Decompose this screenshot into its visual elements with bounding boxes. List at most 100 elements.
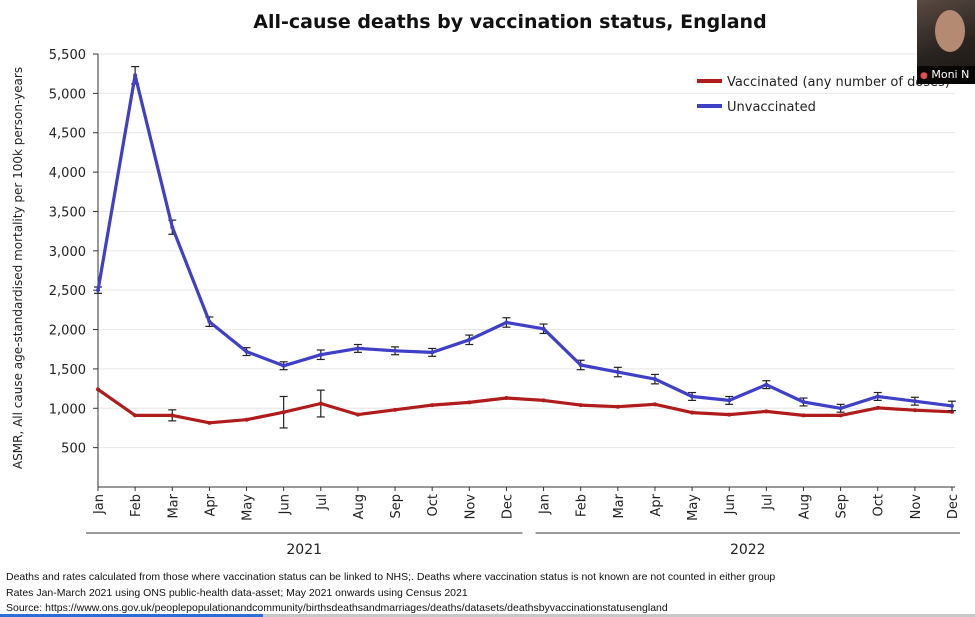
series-layer — [94, 65, 956, 429]
y-axis-ticks: 500 1,000 1,500 2,000 2,500 3,000 3,500 4,000 4,… — [49, 48, 98, 457]
footnote-line-2: Rates Jan-March 2021 using ONS public-he… — [6, 587, 468, 599]
data-point — [875, 405, 880, 410]
x-tick-label: Nov — [909, 494, 924, 520]
data-point — [467, 337, 472, 342]
y-tick-label: 3,500 — [49, 205, 86, 220]
data-point — [281, 410, 286, 415]
data-point — [244, 349, 249, 354]
x-tick-label: Dec — [946, 494, 961, 519]
data-point — [764, 382, 769, 387]
data-point — [578, 403, 583, 408]
data-point — [541, 326, 546, 331]
x-tick-label: May — [241, 494, 256, 521]
data-point — [393, 348, 398, 353]
data-point — [207, 319, 212, 324]
participant-caption: ● Moni N — [917, 66, 975, 84]
data-point — [430, 403, 435, 408]
data-point — [652, 402, 657, 407]
data-point — [170, 413, 175, 418]
y-tick-label: 5,000 — [49, 87, 86, 102]
axes — [97, 54, 955, 488]
x-tick-label: Apr — [649, 493, 664, 516]
data-point — [244, 417, 249, 422]
participant-name: Moni N — [931, 68, 970, 81]
data-point — [96, 288, 100, 293]
data-point — [912, 399, 917, 404]
mic-muted-icon: ● — [920, 71, 928, 81]
data-point — [504, 320, 509, 325]
data-point — [393, 407, 398, 412]
x-tick-label: Jul — [760, 494, 775, 511]
series-line — [96, 73, 953, 410]
data-point — [950, 403, 954, 408]
data-point — [355, 412, 360, 417]
data-point — [541, 398, 546, 403]
participant-video — [935, 10, 965, 52]
video-seek-bar[interactable] — [0, 614, 975, 617]
data-point — [318, 401, 323, 406]
data-point — [838, 406, 843, 411]
data-point — [578, 362, 583, 367]
y-tick-label: 1,500 — [49, 363, 86, 378]
data-point — [875, 394, 880, 399]
x-tick-label: Feb — [129, 494, 144, 517]
data-point — [801, 413, 806, 418]
data-point — [467, 400, 472, 405]
data-point — [764, 409, 769, 414]
x-tick-label: Mar — [612, 493, 627, 518]
footnote-line-1: Deaths and rates calculated from those w… — [6, 571, 776, 583]
y-tick-label: 3,000 — [49, 245, 86, 260]
year-label: 2022 — [730, 542, 766, 558]
data-point — [912, 408, 917, 413]
data-point — [504, 396, 509, 401]
x-tick-label: Mar — [166, 493, 181, 518]
x-tick-label: May — [686, 494, 701, 521]
data-point — [133, 413, 138, 418]
legend-label-vaccinated: Vaccinated (any number of doses) — [727, 75, 950, 90]
data-point — [207, 420, 212, 425]
y-tick-label: 500 — [61, 442, 86, 457]
x-tick-label: Jan — [92, 494, 107, 515]
data-point — [281, 363, 286, 368]
footnote-source: Source: https://www.ons.gov.uk/peoplepop… — [6, 602, 668, 614]
x-tick-label: Nov — [463, 494, 478, 520]
data-point — [615, 404, 620, 409]
x-tick-label: Dec — [500, 494, 515, 519]
data-point — [801, 399, 806, 404]
y-axis-label: ASMR, All cause age-standardised mortali… — [11, 67, 25, 469]
year-label: 2021 — [286, 542, 322, 558]
legend: Vaccinated (any number of doses) Unvacci… — [697, 75, 950, 115]
video-progress — [0, 614, 264, 617]
webcam-overlay: ● Moni N — [917, 0, 975, 84]
data-point — [838, 413, 843, 418]
x-tick-label: Jul — [315, 494, 330, 511]
gridlines — [98, 53, 955, 449]
x-tick-label: Oct — [426, 494, 441, 516]
y-tick-label: 1,000 — [49, 402, 86, 417]
data-point — [690, 394, 695, 399]
x-axis-ticks: Jan Feb Mar Apr May Jun Jul Aug Sep Oct Nov Dec Jan F… — [92, 487, 961, 521]
data-point — [318, 352, 323, 357]
y-tick-label: 4,500 — [49, 127, 86, 142]
y-tick-label: 5,500 — [49, 48, 86, 63]
x-tick-label: Aug — [352, 494, 367, 519]
data-point — [133, 73, 138, 78]
data-point — [652, 377, 657, 382]
x-tick-label: Aug — [797, 494, 812, 519]
data-point — [727, 398, 732, 403]
data-point — [615, 370, 620, 375]
x-tick-label: Oct — [872, 494, 887, 516]
y-tick-label: 2,500 — [49, 284, 86, 299]
data-point — [727, 412, 732, 417]
chart-title: All-cause deaths by vaccination status, … — [253, 11, 766, 33]
y-tick-label: 2,000 — [49, 324, 86, 339]
data-point — [690, 410, 695, 415]
series-line — [97, 388, 953, 425]
series-unvaccinated — [94, 65, 956, 413]
x-tick-label: Jan — [538, 494, 553, 515]
data-point — [430, 350, 435, 355]
y-tick-label: 4,000 — [49, 166, 86, 181]
x-tick-label: Feb — [575, 494, 590, 517]
x-tick-label: Sep — [835, 494, 850, 519]
